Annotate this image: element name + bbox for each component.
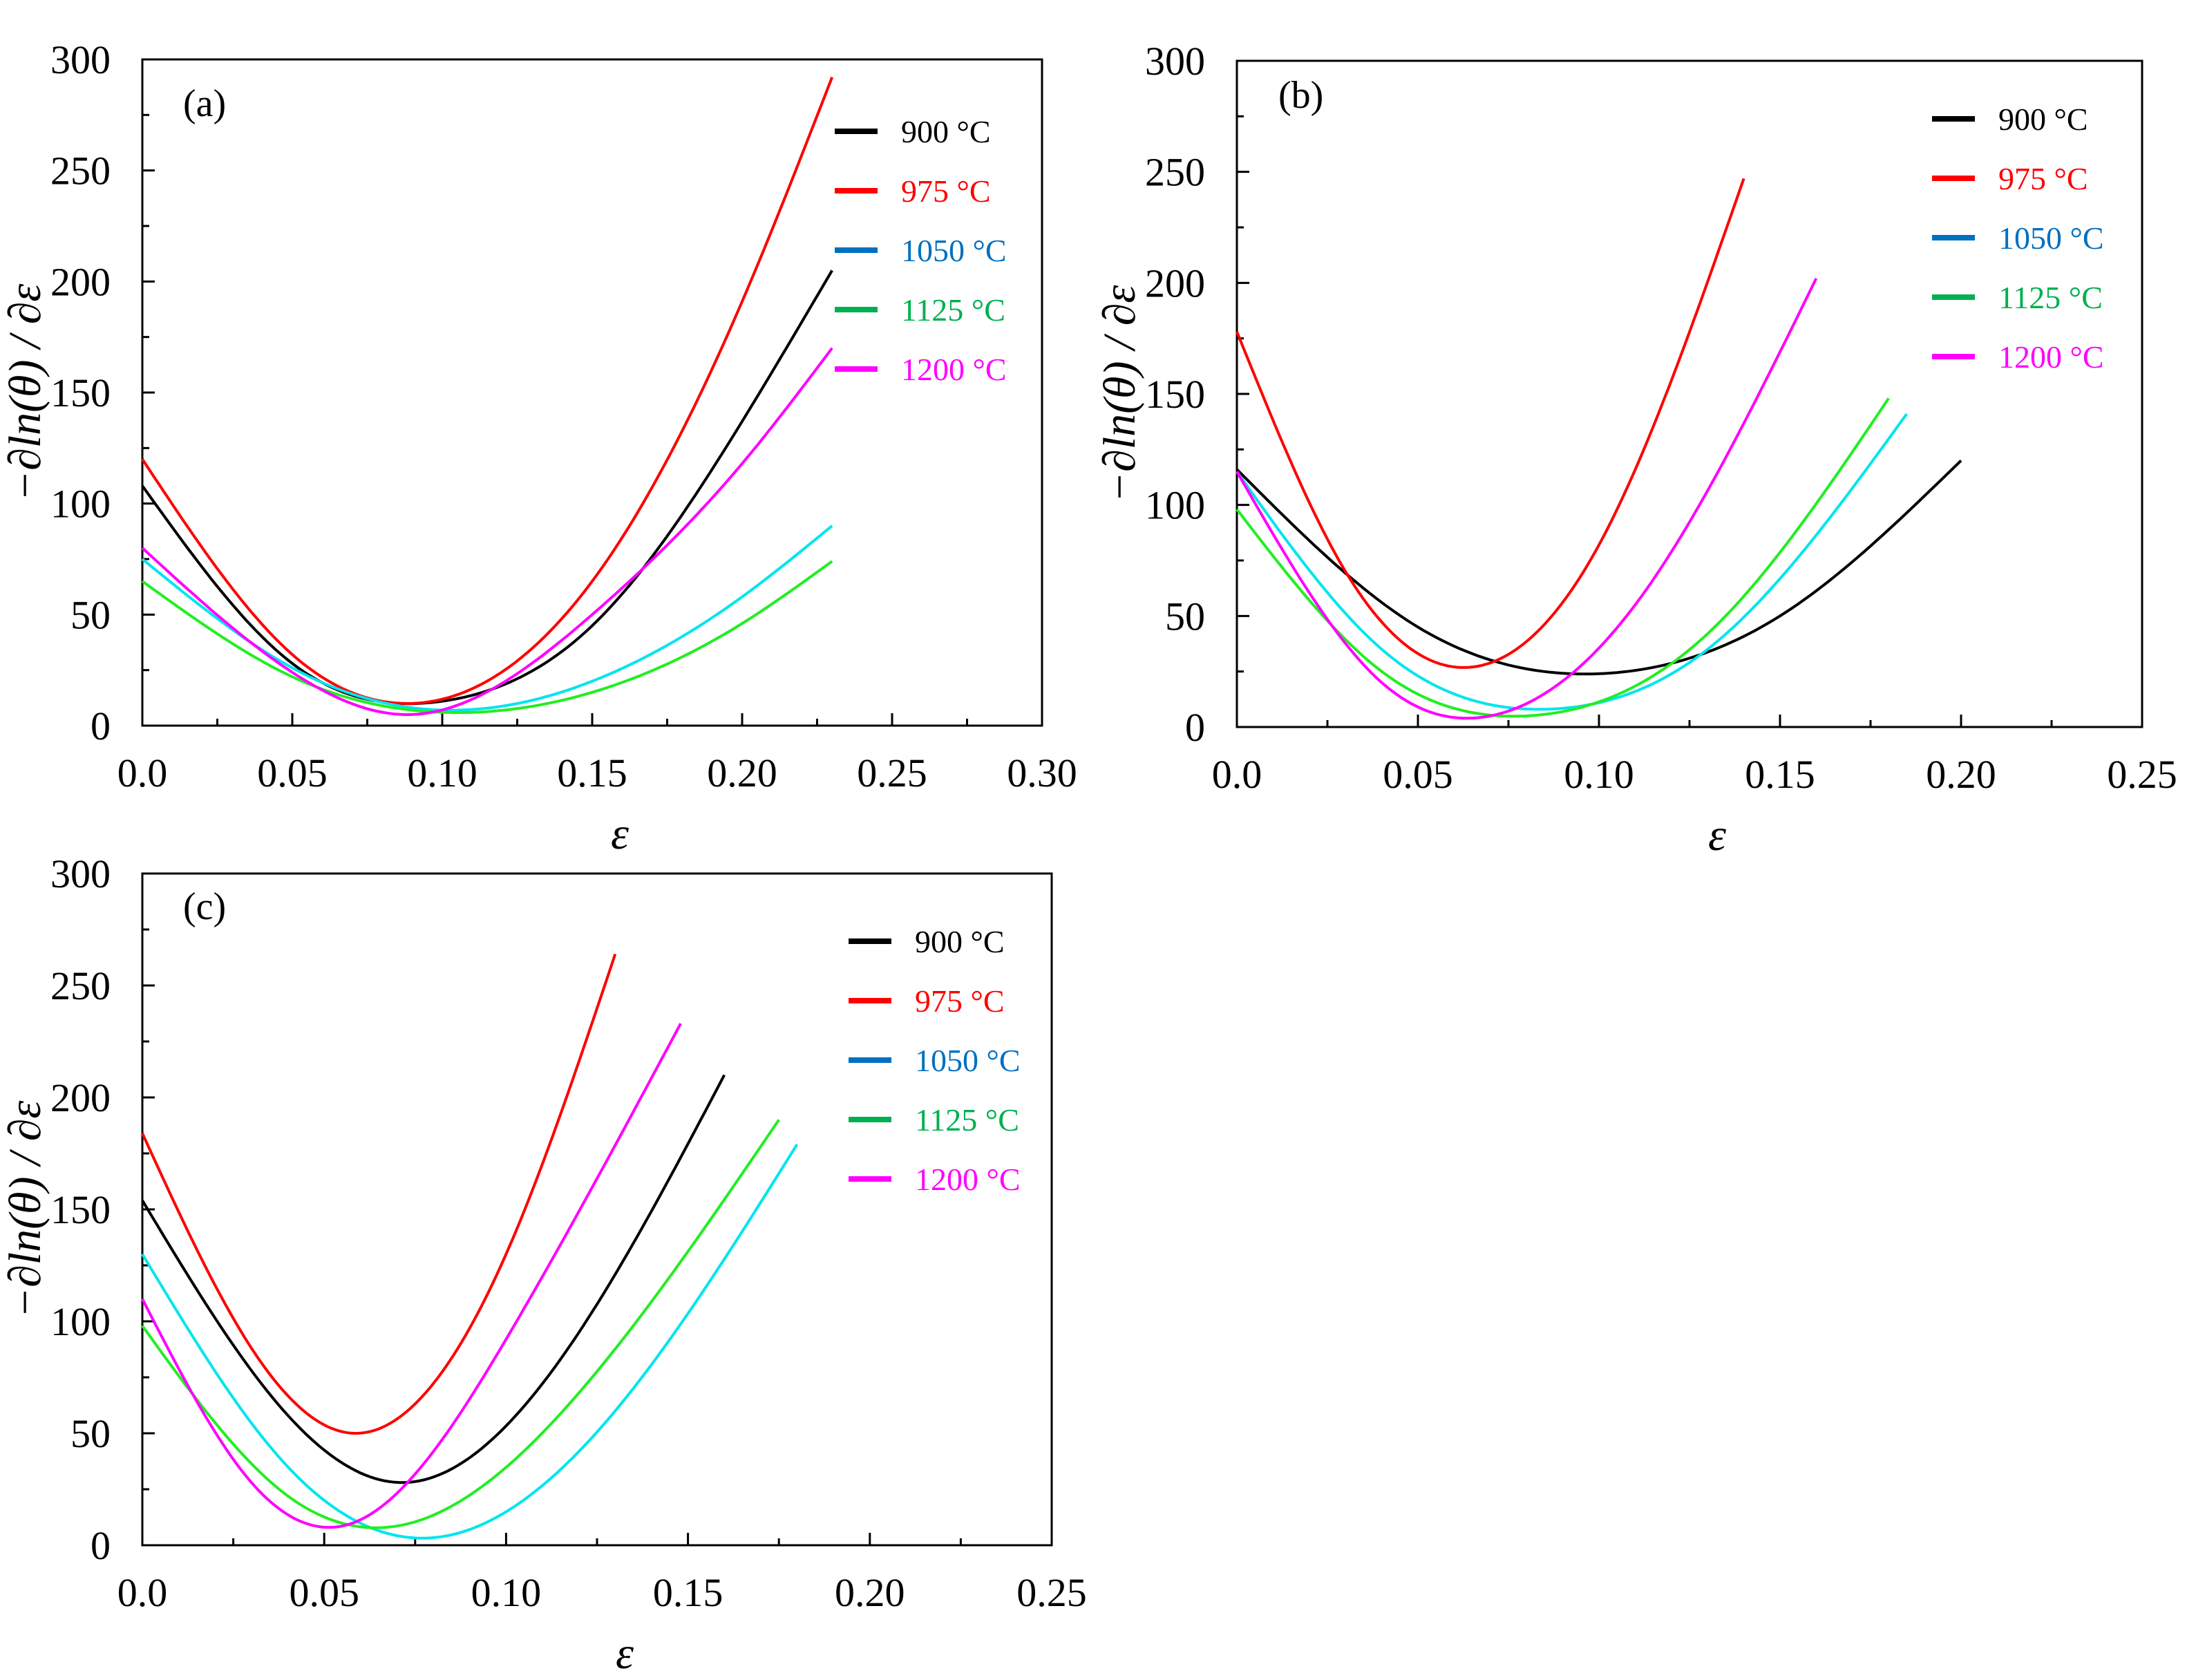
legend-label: 1200 °C [915, 1162, 1021, 1197]
chart-panel-a: (a) 0.0 0.05 0.10 0.15 0.20 0.25 0.30 0 50 100 150… [0, 37, 1077, 859]
chart-panel-c: (c) 0.0 0.05 0.10 0.15 0.20 0.25 0 50 100 150 200 2… [0, 851, 1087, 1679]
y-tick-label: 300 [50, 851, 111, 896]
y-tick-label: 50 [70, 592, 111, 637]
series-line-975 [141, 76, 834, 706]
y-axis-label: −∂ln(θ) / ∂ε [0, 284, 50, 502]
x-tick-label: 0.25 [2107, 752, 2177, 797]
x-axis-label: ε [1708, 810, 1726, 860]
y-tick-label: 150 [1145, 372, 1205, 417]
series-line-975 [1236, 178, 1745, 669]
x-tick-label: 0.25 [857, 751, 927, 795]
legend-label: 1050 °C [1998, 220, 2104, 256]
y-tick-label: 250 [50, 963, 111, 1008]
x-tick-label: 0.15 [653, 1570, 723, 1615]
legend-label: 900 °C [901, 114, 991, 149]
legend-label: 900 °C [915, 924, 1005, 959]
x-tick-label: 0.05 [289, 1570, 359, 1615]
series-line-900 [1236, 459, 1962, 676]
y-tick-label: 100 [50, 482, 111, 527]
legend-label: 1125 °C [901, 292, 1005, 328]
x-tick-label: 0.05 [257, 751, 328, 795]
x-tick-label: 0.25 [1016, 1570, 1087, 1615]
x-tick-label: 0.15 [1745, 752, 1815, 797]
x-axis-label: ε [611, 809, 629, 859]
y-tick-label: 300 [50, 37, 111, 82]
y-axis-label: −∂ln(θ) / ∂ε [0, 1101, 50, 1319]
series-line-900 [141, 1074, 726, 1484]
x-tick-label: 0.0 [117, 751, 168, 795]
x-tick-label: 0.0 [1212, 752, 1262, 797]
legend-label: 975 °C [901, 173, 991, 209]
series-line-975 [141, 953, 617, 1435]
legend-label: 900 °C [1998, 102, 2088, 137]
y-tick-label: 150 [50, 370, 111, 415]
legend-label: 975 °C [915, 983, 1005, 1019]
legend-label: 1125 °C [1998, 280, 2103, 315]
x-tick-label: 0.20 [835, 1570, 905, 1615]
series-line-1200 [141, 347, 833, 717]
series-line-1125 [1236, 397, 1890, 718]
legend-label: 975 °C [1998, 161, 2088, 196]
y-tick-label: 0 [91, 1523, 111, 1568]
x-tick-label: 0.20 [1926, 752, 1996, 797]
y-tick-label: 50 [1165, 594, 1205, 639]
x-tick-label: 0.20 [707, 751, 777, 795]
legend-label: 1200 °C [901, 352, 1007, 387]
y-tick-label: 200 [1145, 261, 1205, 305]
series-line-1200 [1236, 278, 1818, 720]
legend-label: 1125 °C [915, 1102, 1019, 1138]
panel-label: (a) [183, 82, 226, 125]
y-tick-label: 100 [50, 1299, 111, 1344]
series-line-1050 [1236, 413, 1909, 711]
y-tick-label: 0 [91, 704, 111, 748]
x-tick-label: 0.30 [1007, 751, 1077, 795]
series-line-1125 [141, 560, 833, 715]
y-tick-label: 200 [50, 1075, 111, 1120]
chart-panel-b: (b) 0.0 0.05 0.10 0.15 0.20 0.25 0 50 100 150 200 2… [1095, 39, 2177, 860]
y-tick-label: 150 [50, 1187, 111, 1232]
y-tick-label: 100 [1145, 483, 1205, 528]
legend-label: 1050 °C [901, 233, 1007, 268]
panel-label: (c) [183, 885, 226, 928]
x-tick-label: 0.05 [1383, 752, 1453, 797]
x-tick-label: 0.15 [557, 751, 627, 795]
series-line-1125 [141, 1119, 780, 1529]
y-tick-label: 250 [1145, 150, 1205, 195]
y-tick-label: 200 [50, 259, 111, 304]
y-axis-label: −∂ln(θ) / ∂ε [1095, 285, 1145, 503]
legend-label: 1050 °C [915, 1043, 1021, 1078]
series-line-1200 [141, 1023, 682, 1529]
x-tick-label: 0.10 [407, 751, 477, 795]
legend-label: 1200 °C [1998, 339, 2104, 375]
series-line-1050 [141, 1143, 799, 1540]
y-tick-label: 300 [1145, 39, 1205, 84]
x-tick-label: 0.0 [117, 1570, 168, 1615]
x-tick-label: 0.10 [1564, 752, 1634, 797]
y-tick-label: 250 [50, 149, 111, 194]
x-axis-label: ε [616, 1628, 634, 1677]
y-tick-label: 0 [1185, 705, 1205, 750]
x-tick-label: 0.10 [471, 1570, 542, 1615]
panel-label: (b) [1278, 74, 1323, 117]
y-tick-label: 50 [70, 1411, 111, 1456]
